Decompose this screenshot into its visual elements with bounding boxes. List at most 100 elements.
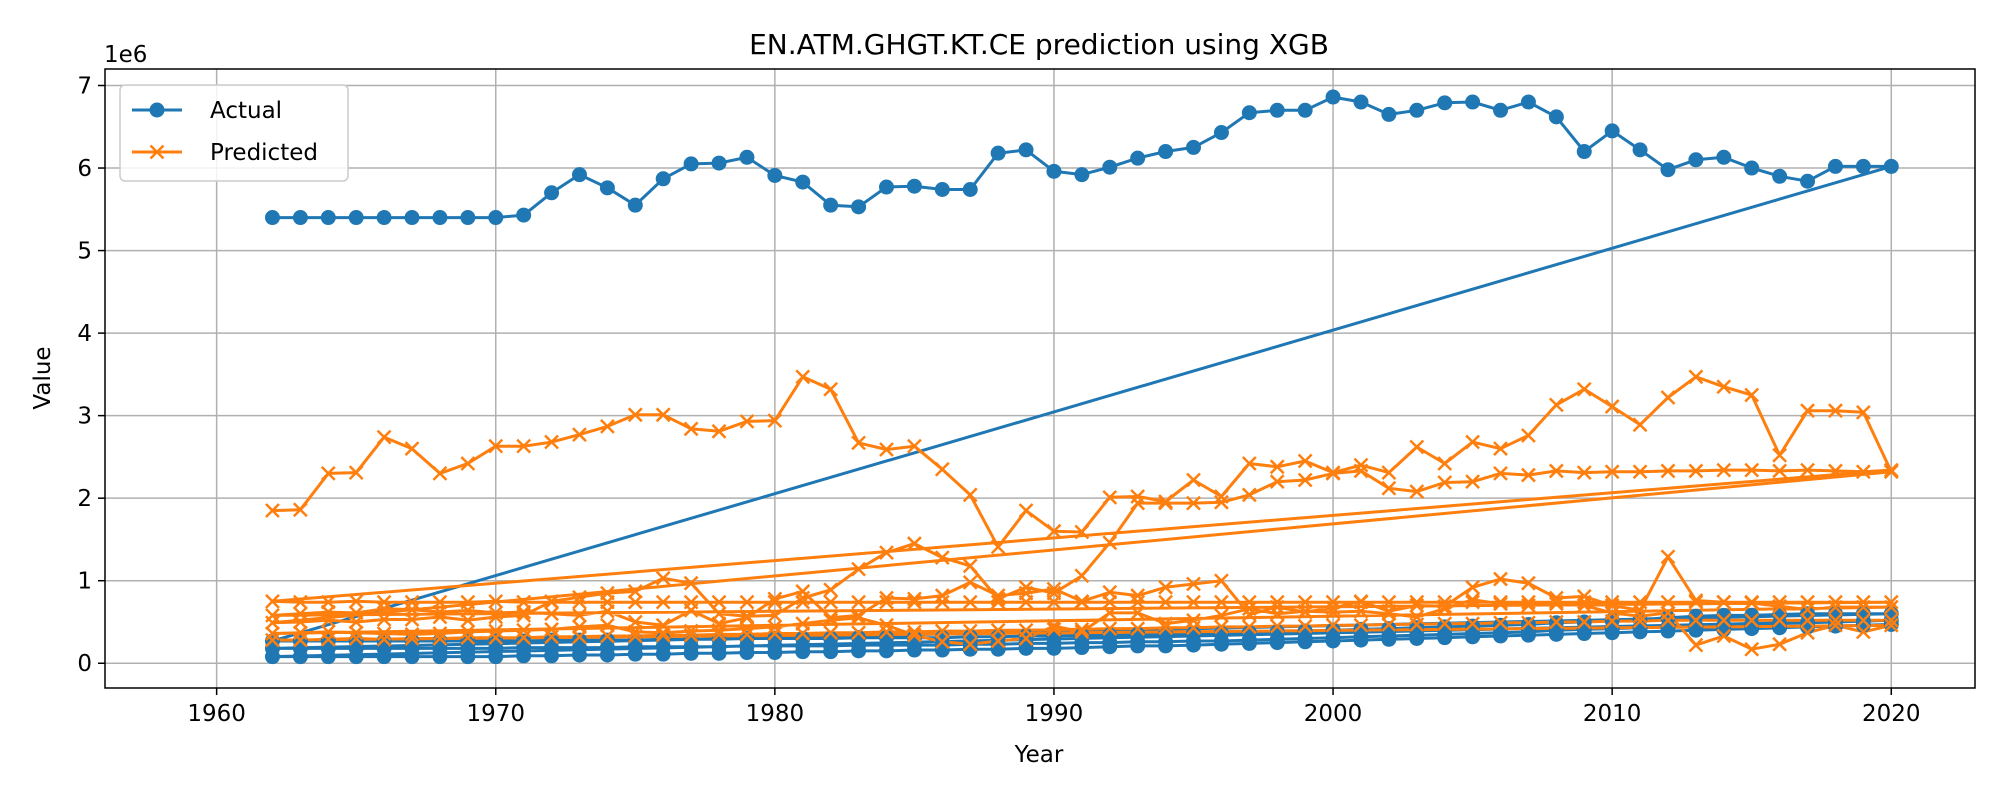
predicted-point: [432, 631, 448, 646]
predicted-point: [1548, 596, 1564, 612]
predicted-point: [1074, 624, 1090, 640]
predicted-point: [292, 594, 308, 610]
predicted-point: [1465, 474, 1480, 490]
predicted-point: [683, 627, 699, 643]
legend-marker-circle: [149, 102, 165, 118]
predicted-point: [1883, 612, 1899, 628]
predicted-point: [1493, 441, 1508, 457]
y-axis-label: Value: [30, 346, 56, 409]
actual-point: [1883, 158, 1899, 174]
predicted-point: [823, 625, 839, 641]
predicted-point: [572, 427, 587, 443]
predicted-point: [1297, 453, 1313, 469]
predicted-point: [404, 441, 420, 457]
predicted-point: [1855, 464, 1871, 480]
predicted-point: [376, 601, 392, 617]
predicted-point: [1381, 480, 1397, 496]
actual-point: [1465, 629, 1481, 645]
predicted-point: [1046, 581, 1062, 597]
actual-point: [1325, 633, 1341, 649]
predicted-point: [1828, 599, 1843, 615]
predicted-point: [1269, 594, 1285, 610]
predicted-point: [1465, 592, 1480, 608]
predicted-point: [1214, 489, 1229, 504]
predicted-point: [516, 604, 532, 620]
predicted-point: [1214, 607, 1229, 623]
predicted-point: [1548, 590, 1564, 606]
actual-point: [1827, 158, 1843, 174]
predicted-point: [516, 438, 532, 454]
predicted-point: [1800, 403, 1815, 419]
actual-point: [1241, 105, 1257, 121]
predicted-point: [600, 617, 615, 633]
predicted-point: [1465, 594, 1480, 610]
predicted-point: [795, 584, 811, 599]
predicted-point: [600, 628, 615, 644]
actual-point: [1632, 142, 1648, 158]
y-offset-label: 1e6: [104, 42, 147, 68]
plot-frame: [104, 68, 1976, 689]
predicted-point: [1883, 462, 1899, 478]
predicted-point: [851, 435, 866, 451]
predicted-point: [1186, 594, 1201, 610]
actual-point: [1716, 149, 1732, 165]
predicted-point: [962, 558, 978, 574]
predicted-point: [348, 625, 364, 641]
predicted-point: [1772, 594, 1788, 610]
predicted-point: [1409, 594, 1425, 610]
predicted-point: [1325, 617, 1341, 633]
predicted-point: [488, 593, 504, 609]
predicted-point: [1269, 459, 1285, 475]
y-tick-label: 5: [77, 239, 92, 265]
predicted-point: [1381, 465, 1397, 480]
actual-point: [711, 645, 727, 661]
actual-point: [1772, 620, 1788, 636]
predicted-point: [739, 414, 755, 429]
actual-point: [1520, 94, 1536, 110]
predicted-point: [1716, 462, 1732, 478]
predicted-point: [1409, 617, 1425, 632]
actual-point: [488, 649, 504, 665]
predicted-point: [767, 413, 783, 428]
predicted-point: [544, 434, 559, 450]
ticks: 1960 1970 1980 1990 2000 2010 2020 0 1 2 3 4 5 6 7: [77, 74, 1920, 727]
actual-point: [878, 643, 894, 659]
predicted-point: [265, 632, 280, 648]
x-tick-label: 1980: [746, 701, 805, 727]
predicted-point: [348, 593, 364, 609]
actual-point: [292, 210, 308, 226]
actual-point: [1548, 626, 1564, 642]
predicted-point: [823, 381, 839, 397]
predicted-point: [1493, 466, 1508, 481]
predicted-point: [1660, 549, 1676, 565]
predicted-point: [934, 623, 950, 639]
predicted-point: [432, 609, 448, 625]
predicted-point: [739, 621, 755, 636]
actual-point: [320, 210, 336, 226]
predicted-point: [767, 591, 783, 607]
actual-point: [683, 156, 699, 172]
actual-point: [795, 174, 811, 190]
predicted-point: [1716, 628, 1732, 644]
predicted-point: [990, 591, 1006, 607]
predicted-point: [1800, 462, 1815, 478]
predicted-point: [1604, 464, 1620, 480]
actual-point: [851, 199, 867, 215]
predicted-point: [1158, 495, 1173, 511]
predicted-point: [851, 607, 866, 623]
actual-point: [1353, 94, 1369, 110]
predicted-point: [460, 630, 476, 646]
actual-point: [376, 210, 392, 226]
predicted-point: [265, 593, 280, 609]
actual-point: [1520, 627, 1536, 643]
actual-point: [627, 646, 643, 662]
predicted-point: [990, 633, 1006, 649]
actual-point: [851, 643, 867, 659]
predicted-point: [1744, 641, 1760, 657]
predicted-point: [1241, 456, 1257, 471]
predicted-point: [1521, 615, 1536, 631]
x-axis-label: Year: [1014, 742, 1064, 768]
predicted-point: [460, 603, 476, 618]
predicted-point: [572, 594, 587, 610]
